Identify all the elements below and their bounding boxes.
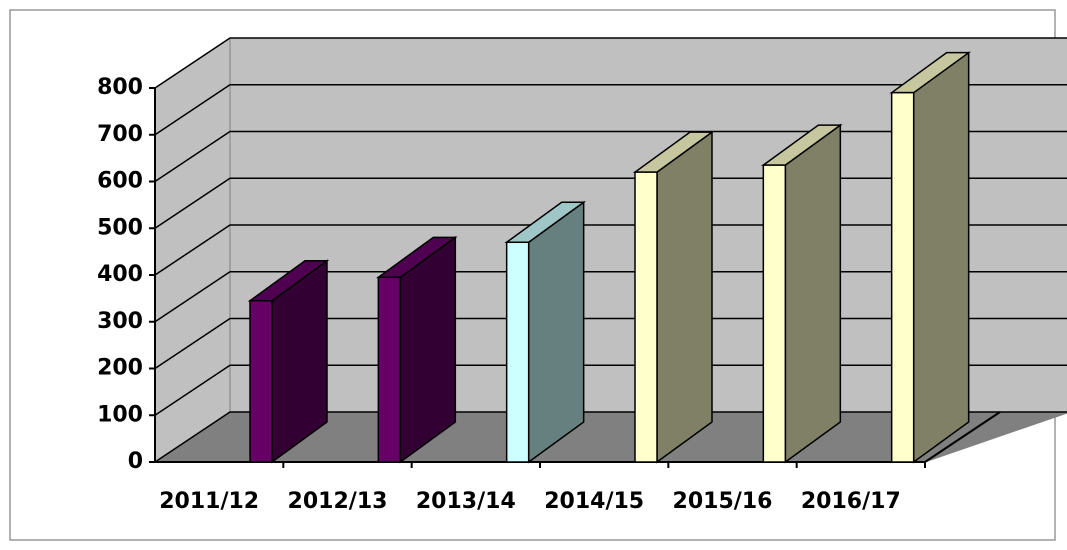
y-tick-label: 300 [97,309,143,334]
bar [249,299,273,463]
y-tick-label: 0 [128,449,143,474]
y-tick-label: 500 [97,215,143,240]
grid-line [154,84,1067,136]
bar [890,91,915,463]
x-tick-label: 2011/12 [159,489,259,514]
x-tick-label: 2013/14 [416,489,516,514]
bar [505,241,530,463]
bar [762,164,787,463]
y-tick-label: 700 [97,122,143,147]
y-tick-label: 600 [97,169,143,194]
grid-line [154,130,1067,183]
floor-edge [924,411,1001,463]
bar [377,276,402,463]
bar-side [527,200,585,464]
x-tick-label: 2014/15 [544,489,644,514]
x-tick-label: 2015/16 [673,489,773,514]
bar-side [912,51,970,464]
y-tick-label: 800 [97,75,143,100]
y-tick-label: 400 [97,262,143,287]
x-tick-label: 2016/17 [801,489,901,514]
y-tick-label: 100 [97,402,143,427]
bar [634,171,658,463]
bar-side [656,130,713,464]
y-tick-label: 200 [97,356,143,381]
bar-side [784,123,842,464]
x-tick-label: 2012/13 [288,489,388,514]
grid-line [154,37,1067,89]
